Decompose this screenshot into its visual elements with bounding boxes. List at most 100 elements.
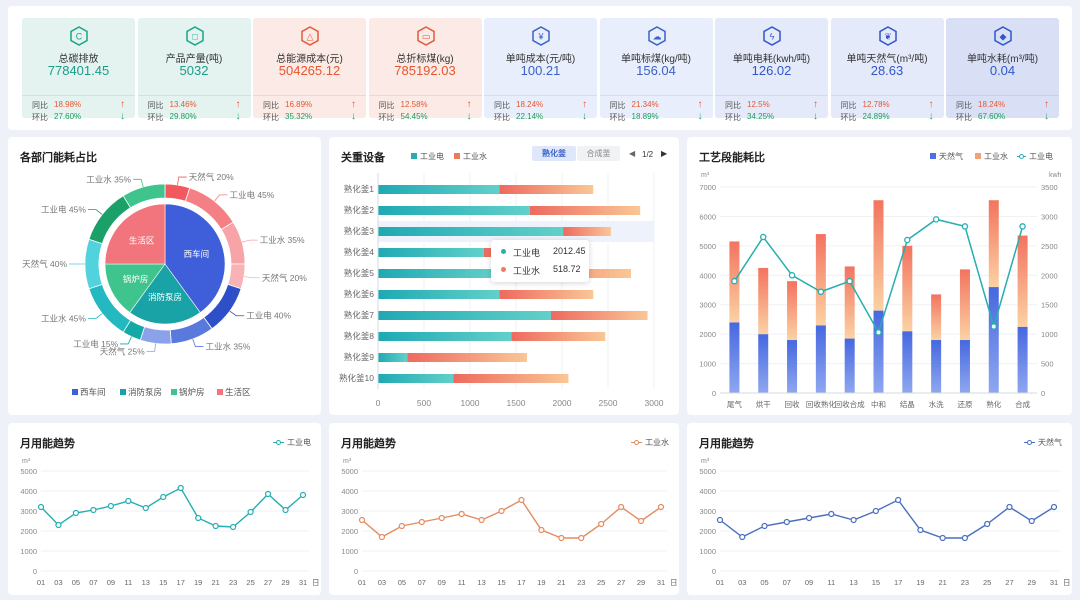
trend-point — [1006, 503, 1013, 511]
arrow-down-icon: ↓ — [120, 111, 125, 122]
x-tick-label: 23 — [961, 578, 969, 587]
monthly-panel-title: 月用能趋势 — [341, 438, 396, 450]
kpi-mom-value: 35.32% — [285, 112, 313, 121]
elec-point — [904, 236, 911, 244]
trend-point — [358, 516, 366, 524]
arrow-down-icon: ↓ — [928, 111, 934, 122]
bar-water — [844, 266, 855, 339]
monthly-legend[interactable]: 工业水 — [631, 437, 669, 448]
kpi-card[interactable]: C 总碳排放 778401.45 同比 18.98% ↑ 环比 27.60% ↓ — [22, 18, 135, 122]
x-tick-label: 15 — [872, 578, 880, 587]
ring-label-line — [177, 176, 187, 186]
legend-elec[interactable]: 工业电 — [1017, 151, 1053, 162]
kpi-yoy-value: 21.34% — [631, 100, 659, 109]
x-tick-label: 07 — [418, 578, 426, 587]
y-tick-label: 熟化釜1 — [344, 184, 375, 194]
kpi-value: 156.04 — [636, 63, 676, 78]
legend-marker — [273, 439, 284, 446]
elec-point — [932, 216, 940, 223]
kpi-mom-row: 环比 29.80% ↓ — [148, 111, 241, 124]
y2-tick-label: 2500 — [1041, 242, 1058, 251]
bar-water — [563, 227, 611, 236]
kpi-card[interactable]: ☁ 单吨标煤(kg/吨) 156.04 同比 21.34% ↑ 环比 18.89% ↓ — [599, 18, 713, 122]
x-tick-label: 13 — [849, 578, 857, 587]
ring-label-line — [133, 178, 144, 188]
x-tick-label: 15 — [159, 578, 167, 587]
tooltip-water-label: 工业水 — [513, 266, 541, 276]
legend-gas-label: 天然气 — [939, 152, 963, 161]
trend-point — [657, 503, 665, 511]
kpi-mom-row: 环比 22.14% ↓ — [494, 111, 587, 124]
kpi-card[interactable]: ▭ 总折标煤(kg) 785192.03 同比 12.58% ↑ 环比 54.45% ↓ — [368, 18, 482, 122]
process-combo-chart: m³ kwh 0 1000 2000 3000 4000 5000 6000 7000 0 500 10… — [699, 172, 1061, 409]
x-tick-label: 2500 — [599, 398, 618, 408]
bar-water — [988, 200, 999, 288]
kpi-yoy-value: 16.89% — [285, 100, 313, 109]
ring-segment — [139, 326, 172, 345]
kpi-card[interactable]: ϟ 单吨电耗(kwh/吨) 126.02 同比 12.5% ↑ 环比 34.25% ↓ — [715, 18, 828, 122]
tab-curing-kettle[interactable]: 熟化釜 — [532, 146, 576, 161]
trend-point — [538, 526, 545, 534]
x-tick-label: 29 — [1028, 578, 1036, 587]
bar-gas — [729, 322, 740, 393]
kpi-value: 785192.03 — [394, 63, 456, 78]
elec-point — [817, 288, 825, 296]
x-tick-label: 09 — [438, 578, 446, 587]
elec-point — [961, 223, 969, 230]
y-tick-label: 熟化釜10 — [339, 373, 374, 383]
y-axis-unit: m³ — [343, 458, 352, 465]
next-page-icon[interactable]: ▶ — [661, 149, 668, 158]
pie-slice — [104, 263, 166, 313]
ring-label-line — [192, 338, 204, 347]
legend-elec[interactable]: 工业电 — [411, 151, 444, 162]
legend-label: 工业电 — [287, 438, 311, 447]
y-tick-label: 3000 — [20, 507, 37, 516]
legend-gas[interactable]: 天然气 — [930, 151, 963, 162]
x-tick-label: 17 — [517, 578, 525, 587]
kpi-card[interactable]: □ 产品产量(吨) 5032 同比 13.46% ↑ 环比 29.80% ↓ — [137, 18, 251, 122]
kpi-card[interactable]: △ 总能源成本(元) 504265.12 同比 16.89% ↑ 环比 35.32% ↓ — [253, 18, 366, 122]
kpi-mom-row: 环比 18.89% ↓ — [610, 111, 703, 124]
pie-slice — [129, 263, 201, 325]
prev-page-icon[interactable]: ◀ — [629, 149, 636, 158]
pie-slice — [104, 203, 166, 265]
tooltip-elec-value: 2012.45 — [553, 246, 586, 256]
kpi-mom-row: 环比 67.60% ↓ — [956, 111, 1049, 124]
kpi-yoy-row: 同比 18.98% ↑ — [32, 99, 125, 112]
kpi-title: 总折标煤(kg) — [396, 54, 454, 65]
x-tick-label: 07 — [89, 578, 97, 587]
y-tick-label: 4000 — [699, 487, 716, 496]
elec-point — [990, 323, 998, 330]
legend-water[interactable]: 工业水 — [454, 151, 487, 162]
y-tick-label: 7000 — [699, 183, 716, 192]
kpi-card[interactable]: ¥ 单吨成本(元/吨) 100.21 同比 18.24% ↑ 环比 22.14% ↓ — [484, 18, 597, 122]
kpi-yoy-row: 同比 21.34% ↑ — [610, 99, 703, 112]
bar-gas — [844, 338, 855, 393]
monthly-legend[interactable]: 天然气 — [1024, 437, 1062, 448]
kpi-yoy-value: 13.46% — [169, 100, 197, 109]
x-axis-unit: 日 — [1063, 578, 1071, 587]
bar-gas — [931, 340, 942, 393]
kpi-card[interactable]: ❦ 单吨天然气(m³/吨) 28.63 同比 12.78% ↑ 环比 24.89% ↓ — [830, 18, 944, 122]
kpi-card[interactable]: ◆ 单吨水耗(m³/吨) 0.04 同比 18.24% ↑ 环比 67.60% ↓ — [946, 18, 1059, 122]
trend-point — [518, 496, 525, 504]
bar-gas — [815, 325, 826, 393]
trend-point — [850, 516, 857, 524]
x-tick-label: 01 — [358, 578, 366, 587]
x-tick-label: 13 — [142, 578, 150, 587]
y-tick-label: 2000 — [341, 527, 358, 536]
legend-water[interactable]: 工业水 — [975, 151, 1008, 162]
x-tick-label: 1000 — [461, 398, 480, 408]
y-tick-label: 1000 — [699, 547, 716, 556]
monthly-legend[interactable]: 工业电 — [273, 437, 311, 448]
kpi-icon-glyph: ▭ — [421, 32, 430, 42]
legend-swatch — [120, 389, 126, 395]
bar-water — [499, 185, 594, 194]
y-tick-label: 4000 — [341, 487, 358, 496]
arrow-down-icon: ↓ — [582, 111, 587, 122]
trend-point — [458, 510, 465, 518]
arrow-up-icon: ↑ — [120, 99, 125, 110]
trend-point — [578, 534, 585, 542]
kpi-mom-row: 环比 34.25% ↓ — [725, 111, 818, 124]
tab-synthesis-kettle[interactable]: 合成釜 — [577, 146, 620, 161]
